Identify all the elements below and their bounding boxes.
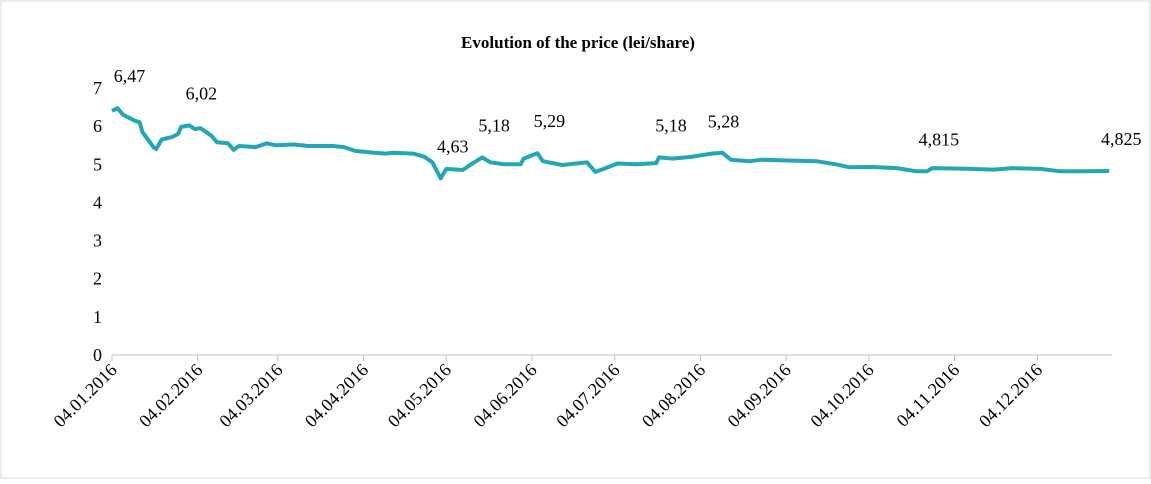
y-tick-label: 0 (93, 345, 102, 365)
data-label: 5,18 (478, 115, 510, 135)
data-label: 6,47 (114, 66, 146, 86)
data-label: 5,28 (708, 112, 740, 132)
y-tick-label: 6 (93, 116, 102, 136)
data-label: 6,02 (186, 83, 218, 103)
data-label: 5,29 (534, 111, 566, 131)
price-line (111, 106, 1110, 181)
y-tick-label: 2 (93, 269, 102, 289)
chart-title: Evolution of the price (lei/share) (461, 33, 695, 52)
data-label: 4,63 (437, 136, 469, 156)
y-tick-label: 4 (93, 192, 102, 212)
data-label: 4,815 (919, 129, 960, 149)
y-tick-label: 3 (93, 231, 102, 251)
data-label: 5,18 (655, 115, 687, 135)
data-label: 4,825 (1101, 129, 1142, 149)
y-tick-label: 1 (93, 307, 102, 327)
y-tick-label: 7 (93, 78, 102, 98)
y-tick-label: 5 (93, 154, 102, 174)
